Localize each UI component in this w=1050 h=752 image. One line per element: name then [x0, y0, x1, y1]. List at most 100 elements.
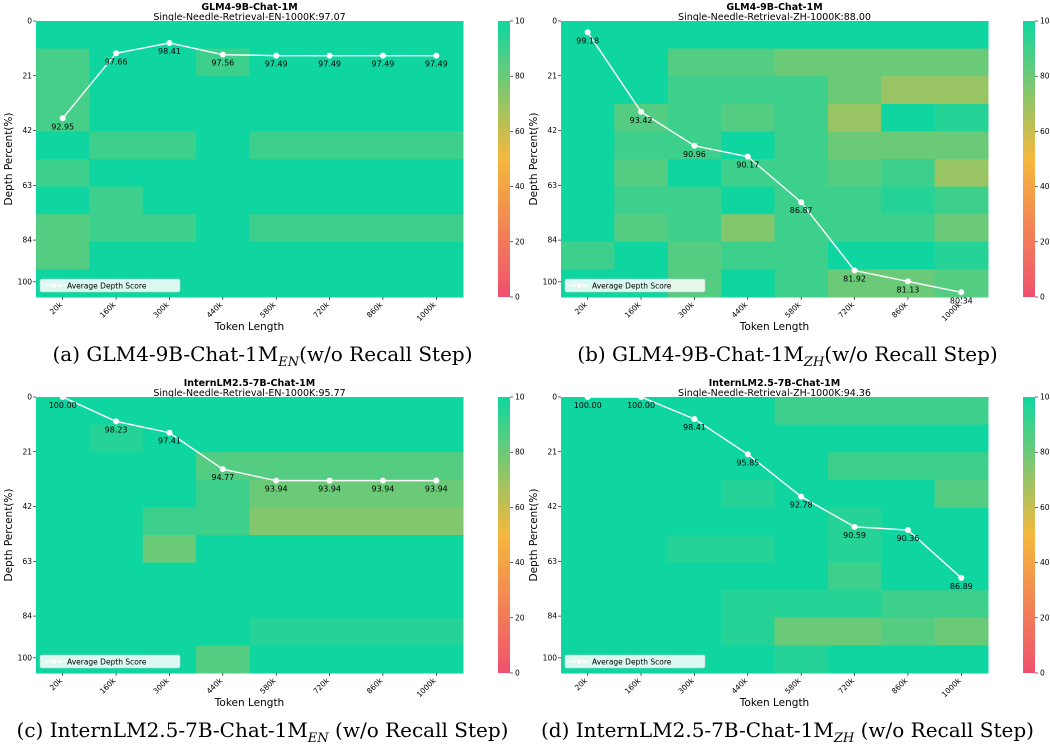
heatmap-cell	[249, 424, 304, 453]
x-tick-label: 860k	[365, 676, 385, 696]
heatmap-cell	[89, 562, 144, 591]
heatmap-cell	[827, 535, 882, 564]
heatmap-cell	[881, 214, 936, 243]
heatmap-cell	[356, 590, 411, 619]
heatmap-cell	[614, 241, 669, 270]
heatmap-cell	[89, 186, 144, 215]
heatmap-cell	[881, 103, 936, 132]
heatmap-cell	[881, 186, 936, 215]
heatmap-cell	[827, 397, 882, 426]
heatmap-cell	[721, 397, 775, 426]
x-tick-label: 720k	[311, 300, 331, 320]
heatmap-cell	[881, 397, 936, 426]
y-tick-label: 63	[22, 181, 32, 190]
heatmap-cell	[196, 103, 250, 132]
heatmap-cell	[409, 131, 464, 160]
heatmap-cell	[409, 645, 464, 674]
average-score-label: 90.59	[843, 531, 866, 540]
heatmap-cell	[774, 562, 829, 591]
x-tick-label: 580k	[783, 300, 803, 320]
heatmap-cell	[356, 214, 411, 243]
y-tick-label: 42	[547, 126, 557, 135]
heatmap-cell	[302, 159, 357, 188]
average-score-point	[638, 108, 645, 115]
heatmap-cell	[142, 186, 197, 215]
heatmap-cell	[561, 590, 615, 619]
heatmap-cell	[302, 424, 357, 453]
colorbar-tick-label: 20	[1040, 237, 1050, 246]
heatmap-cell	[409, 214, 464, 243]
figure-caption: (c) InternLM2.5-7B-Chat-1MEN (w/o Recall…	[0, 718, 525, 746]
caption-subscript: EN	[307, 731, 329, 746]
colorbar-tick-label: 80	[1040, 448, 1050, 457]
heatmap-cell	[721, 479, 775, 508]
heatmap-cell	[827, 452, 882, 481]
x-tick-label: 720k	[836, 300, 856, 320]
colorbar-tick-label: 80	[1040, 72, 1050, 81]
caption-main: (a) GLM4-9B-Chat-1M	[52, 342, 279, 366]
heatmap-cell	[356, 269, 411, 298]
average-score-label: 81.92	[843, 275, 866, 284]
x-tick-label: 1000k	[415, 676, 438, 699]
heatmap-cell	[249, 617, 304, 646]
heatmap-cell	[356, 131, 411, 160]
colorbar-tick-label: 80	[515, 72, 525, 81]
heatmap-cell	[249, 452, 304, 481]
colorbar-tick-label: 100	[1040, 393, 1050, 402]
average-score-point	[379, 52, 386, 59]
heatmap-cell	[302, 479, 357, 508]
heatmap-cell	[249, 103, 304, 132]
heatmap-cell	[409, 479, 464, 508]
heatmap-cell	[249, 645, 304, 674]
x-axis-label: Token Length	[739, 697, 809, 709]
heatmap-cell	[934, 21, 989, 50]
x-tick-label: 860k	[365, 300, 385, 320]
y-axis-label: Depth Percent(%)	[528, 489, 540, 582]
heatmap-cell	[142, 159, 197, 188]
average-score-point	[904, 278, 911, 285]
heatmap-cell	[934, 590, 989, 619]
legend-box	[39, 278, 181, 293]
heatmap-cell	[667, 186, 722, 215]
heatmap-cell	[934, 131, 989, 160]
x-tick-label: 440k	[205, 300, 225, 320]
heatmap-cell	[614, 76, 669, 105]
heatmap-cell	[89, 535, 144, 564]
heatmap-cell	[302, 617, 357, 646]
heatmap-cell	[827, 103, 882, 132]
heatmap-cell	[934, 645, 989, 674]
average-score-point	[691, 142, 698, 149]
heatmap-cell	[196, 507, 250, 536]
heatmap-cell	[934, 479, 989, 508]
heatmap-cell	[614, 48, 669, 77]
colorbar-tick-label: 100	[515, 393, 525, 402]
heatmap-cell	[827, 21, 882, 50]
heatmap-cell	[667, 452, 722, 481]
heatmap-cell	[827, 645, 882, 674]
heatmap-cell	[721, 269, 775, 298]
colorbar-tick-label: 0	[515, 293, 520, 302]
heatmap-cell	[36, 186, 90, 215]
y-tick-label: 21	[547, 447, 557, 456]
x-tick-label: 160k	[98, 300, 118, 320]
heatmap-cell	[774, 48, 829, 77]
heatmap-cell	[249, 21, 304, 50]
heatmap-cell	[614, 103, 669, 132]
heatmap-cell	[827, 479, 882, 508]
y-tick-label: 100	[18, 653, 33, 662]
heatmap-cell	[36, 590, 90, 619]
heatmap-cell	[721, 76, 775, 105]
heatmap-cell	[827, 131, 882, 160]
heatmap-cell	[614, 186, 669, 215]
heatmap-cell	[89, 159, 144, 188]
average-score-point	[379, 477, 386, 484]
average-score-label: 81.13	[896, 285, 919, 294]
heatmap-cell	[36, 131, 90, 160]
colorbar-tick-label: 100	[1040, 17, 1050, 26]
colorbar-tick-label: 40	[515, 558, 525, 567]
average-score-label: 94.77	[211, 473, 234, 482]
heatmap-chart: GLM4-9B-Chat-1MSingle-Needle-Retrieval-Z…	[528, 2, 1050, 333]
heatmap-cell	[36, 241, 90, 270]
average-score-point	[166, 39, 173, 46]
y-tick-label: 100	[18, 277, 33, 286]
